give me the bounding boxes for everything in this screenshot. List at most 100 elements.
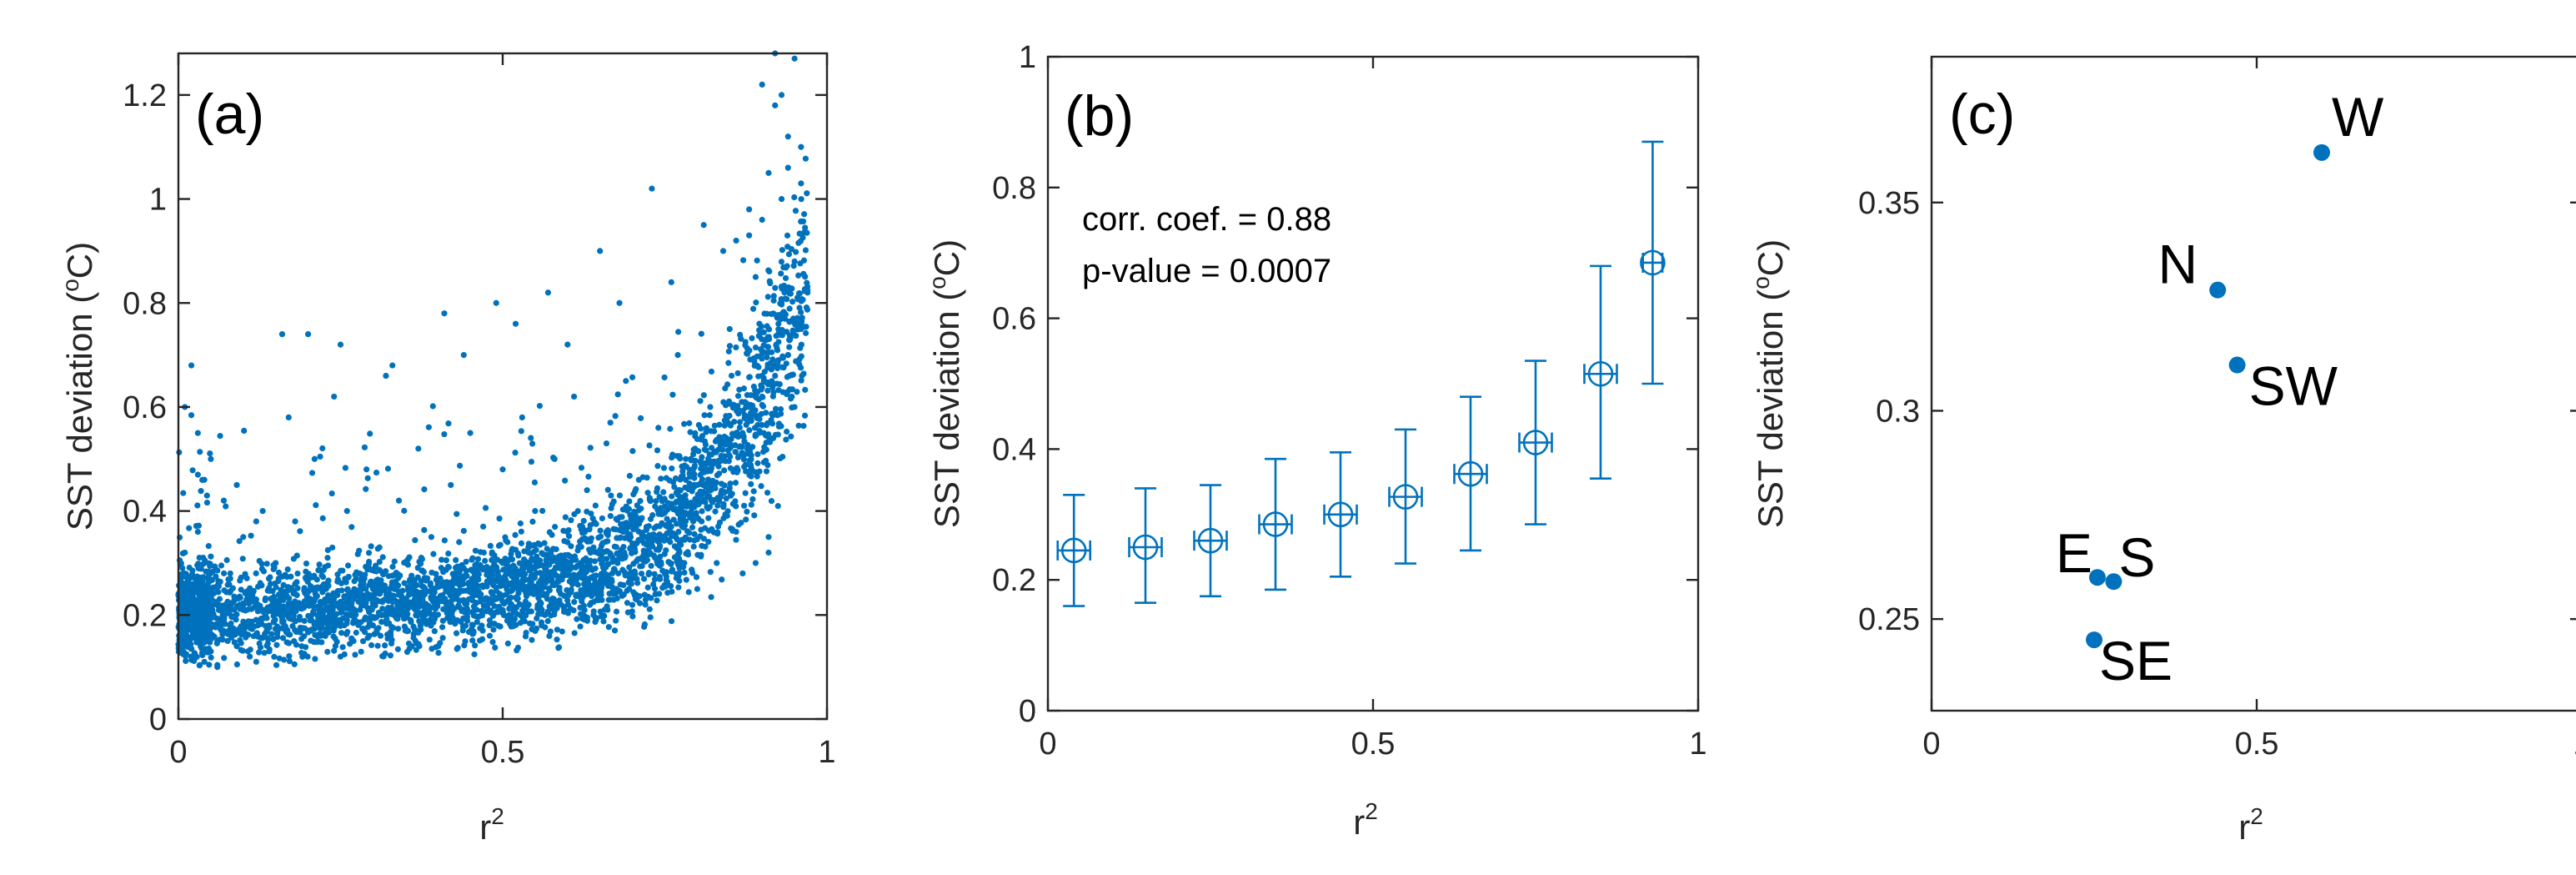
scatter-point	[766, 278, 773, 284]
scatter-point	[491, 566, 498, 573]
scatter-point	[419, 617, 426, 625]
scatter-point	[457, 462, 464, 469]
scatter-point	[428, 646, 435, 652]
scatter-point	[770, 293, 777, 299]
scatter-point	[534, 590, 542, 597]
scatter-point	[528, 550, 534, 556]
scatter-point	[439, 556, 445, 563]
scatter-point	[322, 596, 328, 603]
panel-b-y-tick-label: 0.2	[992, 563, 1036, 598]
scatter-point	[213, 585, 219, 591]
scatter-point	[499, 466, 506, 473]
scatter-point	[699, 508, 705, 515]
scatter-point	[546, 603, 553, 610]
scatter-point	[373, 626, 380, 633]
scatter-point	[690, 543, 697, 550]
scatter-point	[674, 536, 680, 543]
scatter-point	[578, 596, 584, 602]
scatter-point	[663, 547, 669, 554]
scatter-point	[243, 596, 250, 603]
scatter-point	[437, 640, 444, 646]
scatter-point	[744, 441, 751, 449]
scatter-point	[271, 653, 278, 661]
scatter-point	[487, 542, 494, 550]
scatter-point	[320, 620, 328, 626]
scatter-point	[770, 297, 777, 304]
scatter-point	[193, 522, 200, 530]
scatter-point	[504, 586, 510, 592]
scatter-point	[577, 522, 584, 529]
scatter-point	[404, 561, 412, 568]
scatter-point	[769, 349, 775, 355]
scatter-point	[398, 592, 405, 600]
scatter-point	[216, 596, 223, 602]
scatter-point	[221, 655, 228, 661]
scatter-point	[444, 599, 450, 606]
scatter-point	[393, 597, 399, 605]
scatter-point	[764, 354, 770, 361]
scatter-point	[734, 465, 740, 471]
scatter-point	[368, 641, 375, 649]
scatter-point	[549, 576, 555, 582]
scatter-point	[605, 596, 612, 603]
scatter-point	[521, 618, 528, 625]
scatter-point	[448, 481, 454, 489]
scatter-point	[311, 455, 318, 462]
scatter-point	[639, 530, 645, 536]
scatter-point	[567, 566, 574, 572]
scatter-point	[470, 603, 478, 610]
scatter-point	[570, 607, 577, 614]
scatter-point	[804, 306, 811, 313]
point-label-se: SE	[2099, 630, 2173, 691]
scatter-point	[765, 534, 772, 541]
scatter-point	[719, 446, 726, 453]
scatter-point	[659, 567, 666, 574]
scatter-point	[264, 604, 271, 611]
scatter-point	[626, 564, 633, 571]
scatter-point	[748, 480, 754, 487]
scatter-point	[194, 502, 201, 509]
scatter-point	[752, 274, 759, 280]
scatter-point	[305, 612, 312, 620]
scatter-point	[280, 656, 288, 663]
scatter-point	[754, 450, 761, 458]
scatter-point	[555, 578, 562, 585]
scatter-point	[629, 374, 636, 380]
scatter-point	[674, 491, 681, 498]
scatter-point	[651, 576, 659, 583]
scatter-point	[716, 519, 724, 526]
scatter-point	[437, 592, 444, 599]
panel-b-x-label: r2	[1353, 798, 1378, 842]
scatter-point	[342, 576, 348, 582]
scatter-point	[632, 549, 639, 556]
scatter-point	[187, 621, 193, 628]
scatter-point	[768, 498, 775, 505]
scatter-point	[544, 618, 551, 625]
scatter-point	[795, 422, 802, 429]
scatter-point	[486, 622, 493, 629]
scatter-point	[519, 566, 525, 572]
scatter-point	[775, 357, 782, 364]
scatter-point	[777, 316, 784, 323]
scatter-point	[603, 530, 610, 536]
scatter-point	[683, 551, 689, 557]
scatter-point	[599, 580, 606, 586]
scatter-point	[316, 561, 323, 568]
scatter-point	[247, 646, 253, 653]
scatter-point	[542, 624, 549, 631]
scatter-point	[433, 571, 439, 577]
scatter-point	[489, 639, 496, 646]
scatter-point	[754, 353, 760, 360]
scatter-point	[237, 595, 243, 601]
scatter-point	[599, 555, 605, 561]
scatter-point	[793, 249, 799, 255]
scatter-point	[305, 596, 312, 603]
scatter-point	[291, 638, 298, 645]
scatter-point	[661, 532, 669, 540]
scatter-point	[620, 543, 627, 551]
scatter-point	[434, 575, 440, 582]
scatter-point	[388, 610, 396, 616]
scatter-point	[317, 453, 323, 460]
scatter-point	[778, 270, 784, 277]
scatter-point	[658, 475, 664, 482]
